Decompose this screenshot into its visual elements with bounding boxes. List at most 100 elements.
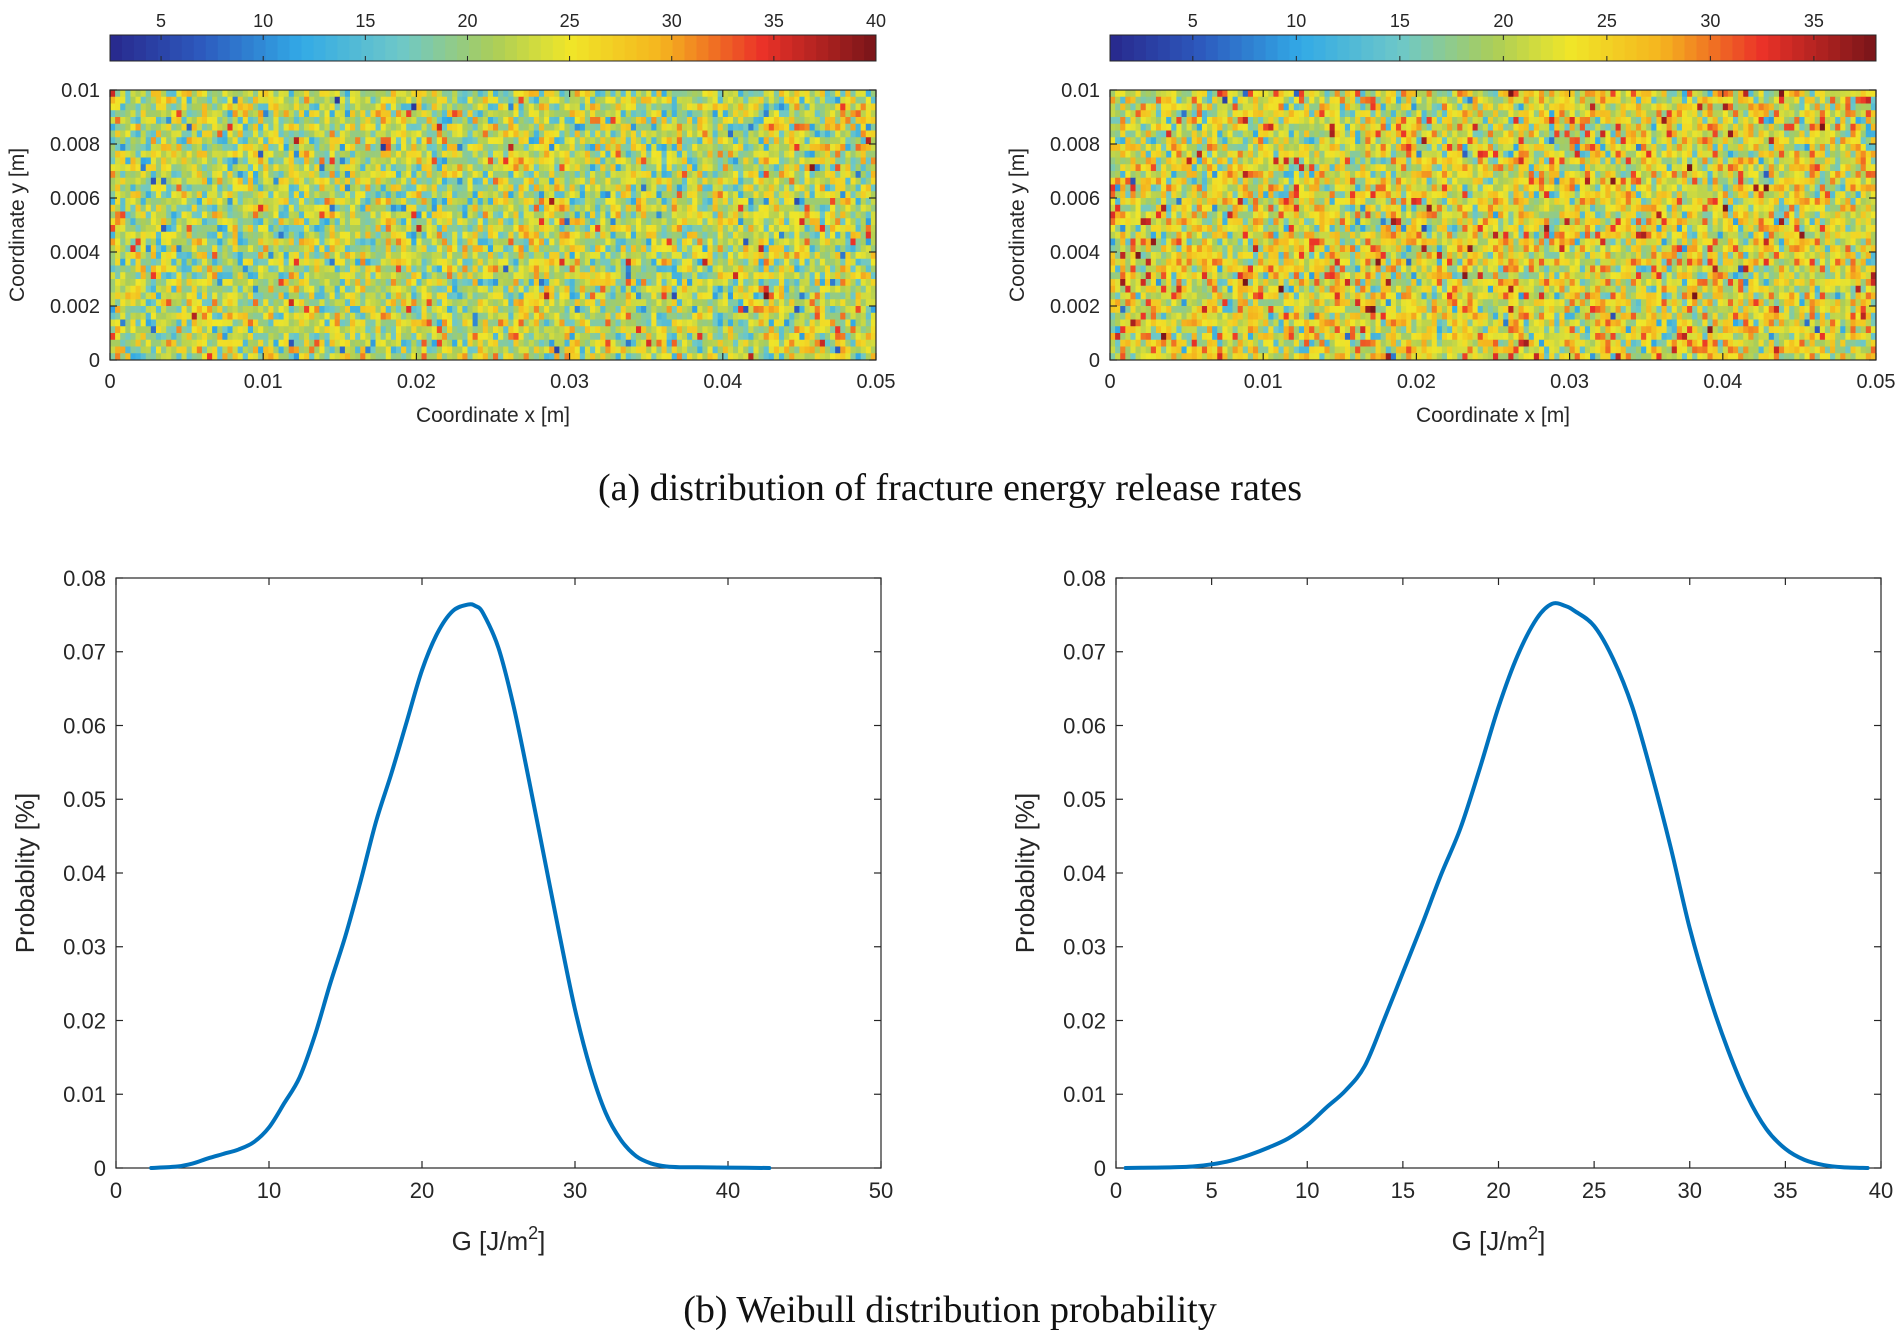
heatmap-cell (334, 96, 341, 104)
heatmap-cell (676, 218, 683, 226)
heatmap-cell (355, 90, 361, 98)
heatmap-cell (646, 157, 652, 165)
heatmap-cell (748, 184, 754, 192)
heatmap-cell (687, 144, 693, 152)
heatmap-cell (493, 157, 499, 165)
heatmap-cell (702, 90, 708, 98)
heatmap-cell (360, 123, 366, 131)
heatmap-cell (549, 225, 555, 233)
heatmap-cell (676, 272, 683, 280)
heatmap-cell (538, 225, 545, 233)
heatmap-cell (671, 245, 678, 253)
heatmap-cell (579, 171, 586, 179)
heatmap-cell (610, 184, 616, 192)
heatmap-cell (651, 285, 657, 293)
heatmap-cell (482, 245, 489, 253)
heatmap-cell (835, 238, 841, 246)
heatmap-cell (671, 117, 678, 125)
heatmap-cell (273, 272, 279, 280)
heatmap-cell (339, 231, 346, 239)
heatmap-cell (344, 164, 351, 172)
heatmap-cell (538, 171, 545, 179)
heatmap-cell (130, 191, 136, 199)
heatmap-cell (370, 164, 376, 172)
heatmap-cell (574, 306, 581, 314)
heatmap-cell (406, 225, 412, 233)
heatmap-cell (671, 90, 678, 98)
heatmap-cell (503, 157, 509, 165)
heatmap-cell (870, 157, 877, 165)
heatmap-cell (487, 103, 494, 111)
heatmap-cell (258, 130, 264, 138)
heatmap-cell (487, 258, 494, 266)
heatmap-cell (278, 265, 284, 273)
heatmap-cell (406, 103, 412, 111)
heatmap-cell (600, 150, 606, 158)
heatmap-cell (155, 272, 162, 280)
heatmap-cell (140, 204, 147, 212)
heatmap-cell (794, 245, 800, 253)
heatmap-cell (406, 191, 412, 199)
heatmap-cell (559, 231, 565, 239)
heatmap-cell (625, 231, 632, 239)
heatmap-cell (528, 245, 535, 253)
heatmap-cell (538, 110, 545, 118)
heatmap-cell (773, 123, 780, 131)
heatmap-cell (773, 245, 780, 253)
heatmap-cell (748, 218, 754, 226)
heatmap-cell (355, 150, 361, 158)
heatmap-cell (421, 252, 427, 260)
heatmap-cell (125, 292, 131, 300)
heatmap-cell (641, 299, 647, 307)
heatmap-cell (814, 225, 821, 233)
heatmap-cell (350, 292, 356, 300)
heatmap-cell (288, 110, 295, 118)
heatmap-cell (171, 150, 177, 158)
heatmap-cell (559, 103, 565, 111)
heatmap-cell (768, 90, 775, 98)
heatmap-cell (385, 191, 392, 199)
heatmap-cell (554, 231, 560, 239)
heatmap-cell (661, 265, 667, 273)
heatmap-cell (416, 164, 422, 172)
heatmap-cell (416, 184, 422, 192)
heatmap-cell (824, 144, 831, 152)
heatmap-cell (252, 285, 259, 293)
heatmap-cell (503, 238, 509, 246)
heatmap-cell (687, 231, 693, 239)
heatmap-cell (738, 272, 744, 280)
heatmap-cell (778, 258, 785, 266)
heatmap-cell (671, 279, 678, 287)
heatmap-cell (676, 164, 683, 172)
heatmap-cell (120, 285, 126, 293)
heatmap-cell (773, 218, 780, 226)
heatmap-cell (748, 279, 754, 287)
heatmap-cell (186, 299, 193, 307)
heatmap-cell (125, 117, 131, 125)
heatmap-cell (661, 245, 667, 253)
heatmap-cell (819, 211, 826, 219)
heatmap-cell (115, 110, 121, 118)
heatmap-cell (319, 285, 325, 293)
heatmap-cell (186, 90, 193, 98)
heatmap-cell (579, 198, 586, 206)
heatmap-cell (794, 292, 800, 300)
heatmap-cell (278, 191, 284, 199)
heatmap-cell (115, 191, 121, 199)
heatmap-cell (385, 299, 392, 307)
heatmap-cell (161, 157, 167, 165)
heatmap-cell (329, 272, 336, 280)
heatmap-cell (549, 211, 555, 219)
heatmap-cell (242, 285, 249, 293)
heatmap-cell (298, 245, 305, 253)
heatmap-cell (692, 265, 698, 273)
heatmap-cell (212, 231, 218, 239)
heatmap-cell (784, 177, 790, 185)
heatmap-cell (819, 285, 826, 293)
heatmap-cell (237, 285, 244, 293)
heatmap-cell (247, 164, 254, 172)
heatmap-cell (222, 150, 228, 158)
heatmap-cell (635, 238, 642, 246)
heatmap-cell (635, 96, 642, 104)
heatmap-cell (452, 211, 458, 219)
